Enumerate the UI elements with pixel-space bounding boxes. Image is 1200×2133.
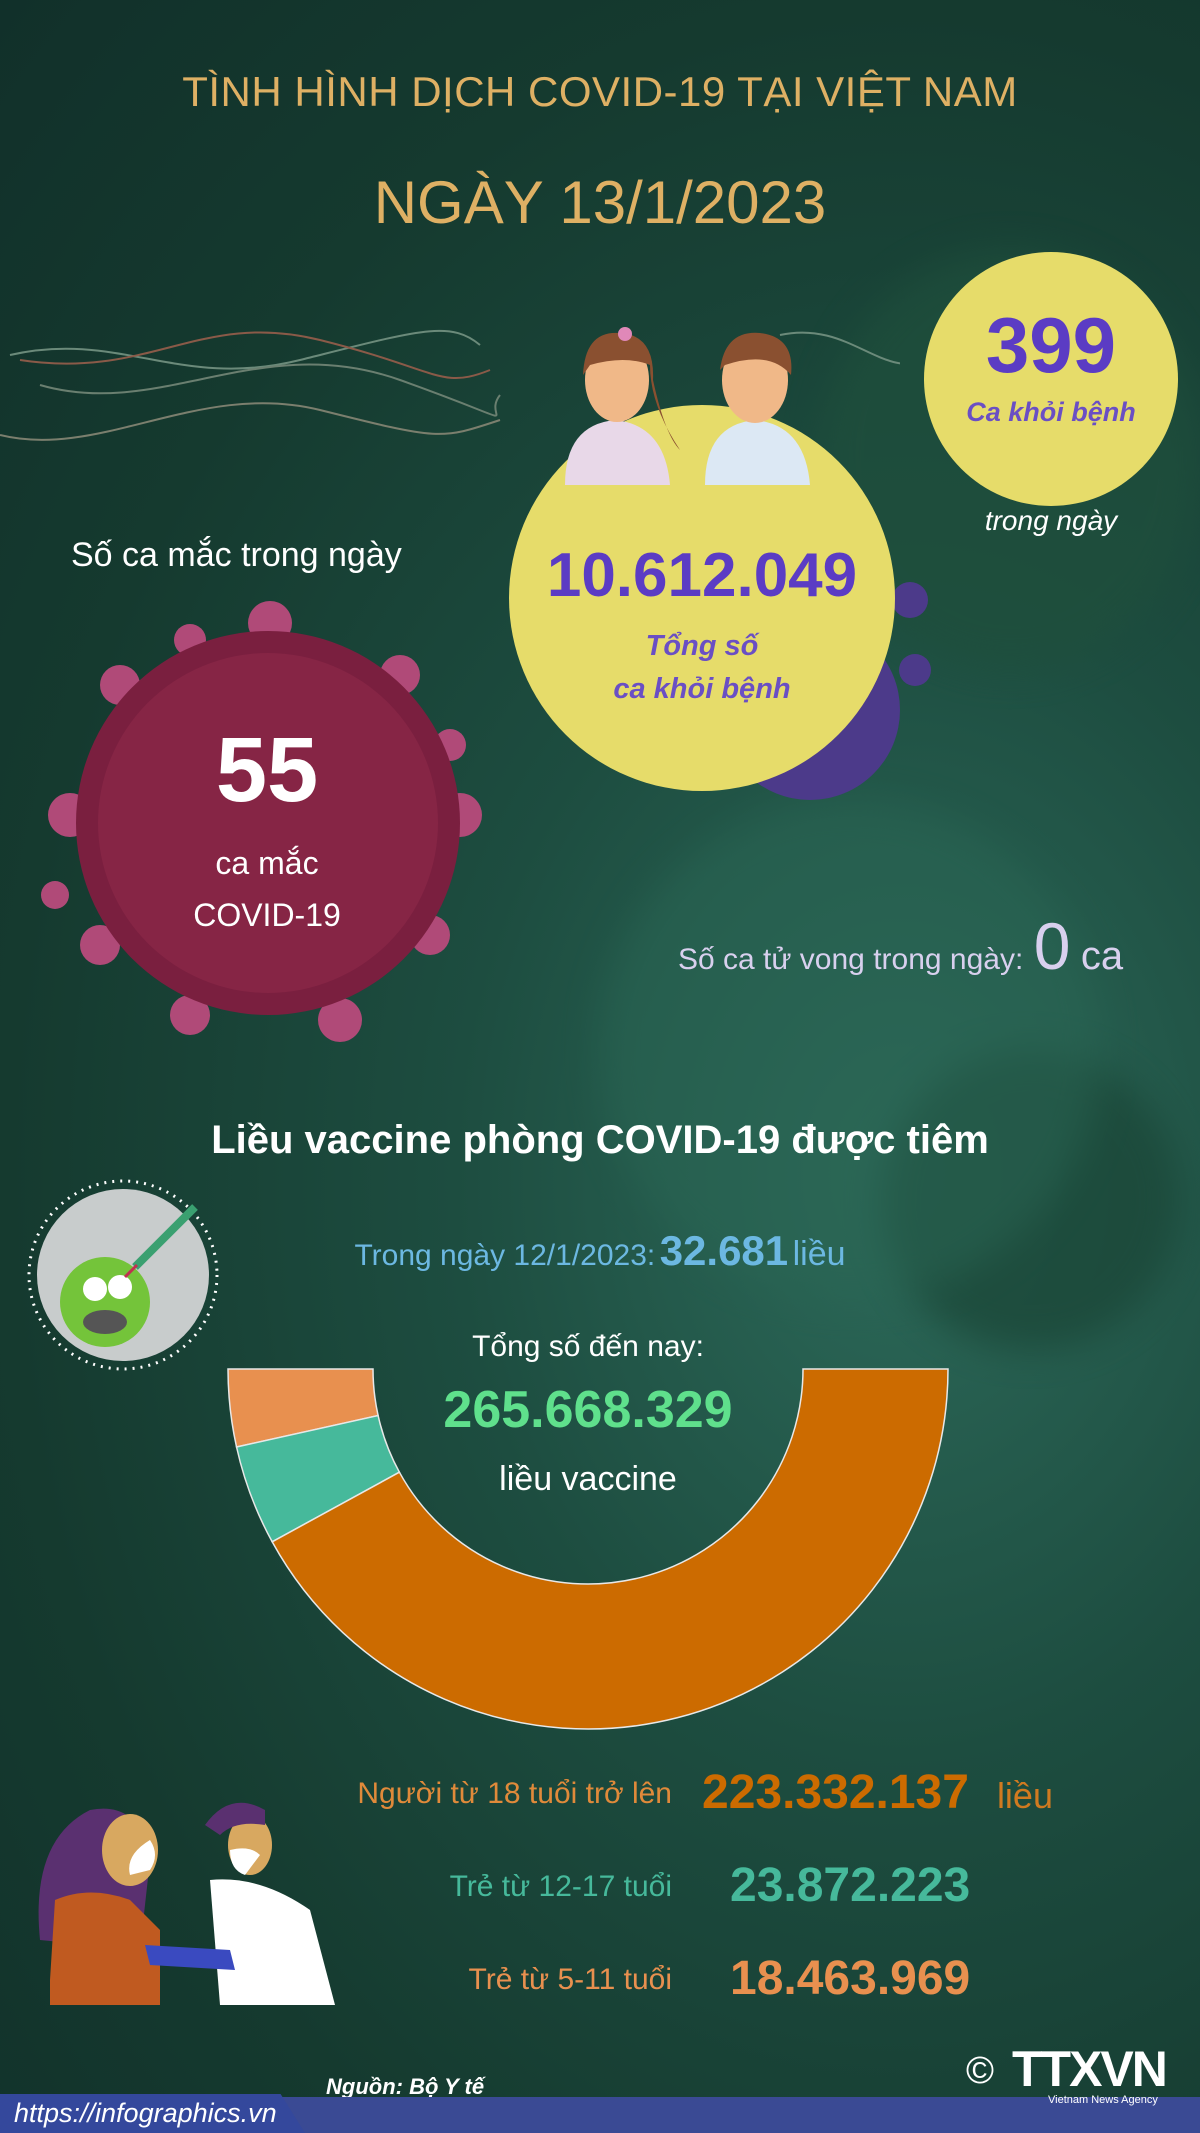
recovered-total-label-1: Tổng số: [645, 630, 759, 662]
copyright-symbol: ©: [966, 2050, 994, 2092]
recovered-today-sublabel: trong ngày: [984, 505, 1118, 536]
virus-illustration-red: [41, 601, 482, 1042]
url-tab: [0, 2094, 305, 2133]
legend-value-adults: 223.332.137 liều: [702, 1765, 1053, 1820]
ttxvn-logo: TTXVN: [1012, 2041, 1168, 2097]
legend-label-12-17: Trẻ từ 12-17 tuổi: [449, 1870, 672, 1903]
recovered-total-value: 10.612.049: [546, 541, 858, 610]
vaccine-virus-icon: [27, 1179, 219, 1371]
new-cases-label-2: COVID-19: [193, 897, 341, 933]
vaccine-today-unit: liều: [792, 1235, 846, 1273]
deaths-label: Số ca tử vong trong ngày:: [678, 943, 1024, 976]
website-link[interactable]: https://infographics.vn: [14, 2098, 277, 2128]
vaccine-today-value: 32.681: [659, 1227, 789, 1274]
vaccine-today-label: Trong ngày 12/1/2023:: [354, 1239, 656, 1272]
patients-icon: [565, 327, 810, 485]
deaths-value: 0: [1033, 909, 1071, 983]
recovered-total-label-2: ca khỏi bệnh: [613, 673, 791, 705]
new-cases-value: 55: [215, 719, 319, 821]
source-text: Nguồn: Bộ Y tế: [326, 2074, 485, 2099]
deaths-line: Số ca tử vong trong ngày: 0 ca: [678, 908, 1123, 984]
new-cases-heading: Số ca mắc trong ngày: [71, 536, 402, 574]
recovered-today-circle: 399 Ca khỏi bệnh: [924, 252, 1178, 506]
wave-lines-decoration: [0, 329, 900, 441]
legend-value-5-11: 18.463.969: [730, 1952, 971, 2005]
vaccination-people-illustration: [38, 1802, 335, 2005]
page-title: TÌNH HÌNH DỊCH COVID-19 TẠI VIỆT NAM: [182, 68, 1018, 115]
vaccine-heading: Liều vaccine phòng COVID-19 được tiêm: [211, 1118, 989, 1162]
legend-unit: liều: [996, 1775, 1053, 1816]
legend-label-5-11: Trẻ từ 5-11 tuổi: [468, 1963, 673, 1996]
recovered-today-label: Ca khỏi bệnh: [966, 397, 1136, 427]
ttxvn-logo-subtitle: Vietnam News Agency: [1048, 2094, 1158, 2106]
vaccine-today-line: Trong ngày 12/1/2023: 32.681 liều: [0, 1227, 1200, 1275]
page-date: NGÀY 13/1/2023: [373, 169, 827, 236]
vaccine-total-label: Tổng số đến nay:: [472, 1330, 704, 1363]
recovered-total-circle: 10.612.049 Tổng số ca khỏi bệnh: [509, 405, 895, 791]
vaccine-total-value: 265.668.329: [443, 1381, 733, 1439]
new-cases-label-1: ca mắc: [215, 845, 319, 881]
recovered-today-value: 399: [985, 301, 1117, 389]
deaths-unit: ca: [1080, 934, 1124, 978]
slice-adults: [271, 1368, 949, 1730]
legend-label-adults: Người từ 18 tuổi trở lên: [357, 1777, 672, 1810]
legend-value-adults-number: 223.332.137: [702, 1766, 969, 1819]
legend-value-12-17: 23.872.223: [730, 1859, 971, 1912]
vaccine-total-unit: liều vaccine: [499, 1460, 677, 1498]
